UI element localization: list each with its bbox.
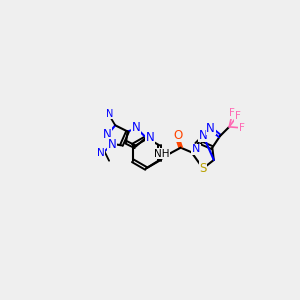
Text: S: S (199, 162, 207, 175)
Text: N: N (108, 138, 116, 151)
Text: O: O (173, 129, 182, 142)
Text: N: N (192, 144, 200, 154)
Text: N: N (106, 109, 113, 119)
Text: N: N (206, 122, 215, 135)
Text: N: N (102, 128, 111, 141)
Text: F: F (235, 111, 241, 121)
Text: NH: NH (154, 149, 169, 159)
Text: F: F (229, 108, 235, 118)
Text: N: N (199, 129, 207, 142)
Text: N: N (132, 121, 140, 134)
Text: N: N (97, 148, 104, 158)
Text: N: N (146, 131, 154, 144)
Text: F: F (238, 123, 244, 134)
